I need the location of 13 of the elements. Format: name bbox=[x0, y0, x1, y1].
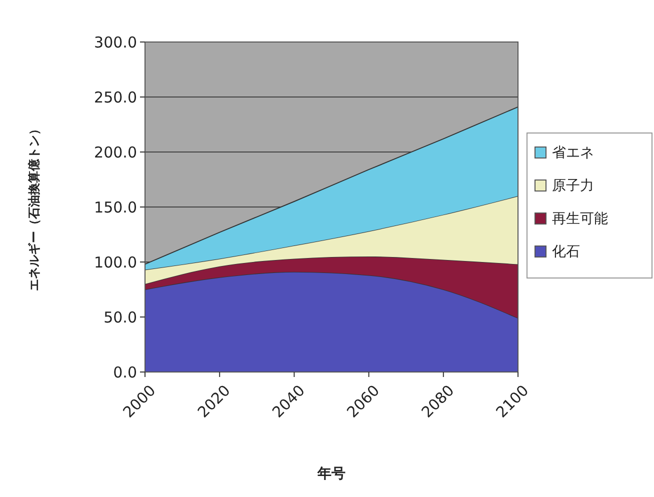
y-tick-label: 300.0 bbox=[94, 33, 137, 52]
y-tick-label: 250.0 bbox=[94, 88, 137, 106]
y-tick-label: 200.0 bbox=[94, 143, 137, 162]
x-axis-title: 年号 bbox=[316, 466, 346, 482]
y-tick-label: 50.0 bbox=[104, 308, 137, 326]
legend-label: 省エネ bbox=[552, 145, 594, 161]
y-tick-label: 100.0 bbox=[94, 253, 137, 272]
legend-label: 再生可能 bbox=[552, 211, 608, 227]
y-tick-label: 150.0 bbox=[94, 198, 137, 216]
legend-label: 原子力 bbox=[552, 178, 594, 194]
y-tick-label: 0.0 bbox=[113, 363, 137, 382]
legend-label: 化石 bbox=[552, 244, 580, 260]
y-axis-title: エネルギー（石油換算億トン） bbox=[27, 123, 41, 291]
